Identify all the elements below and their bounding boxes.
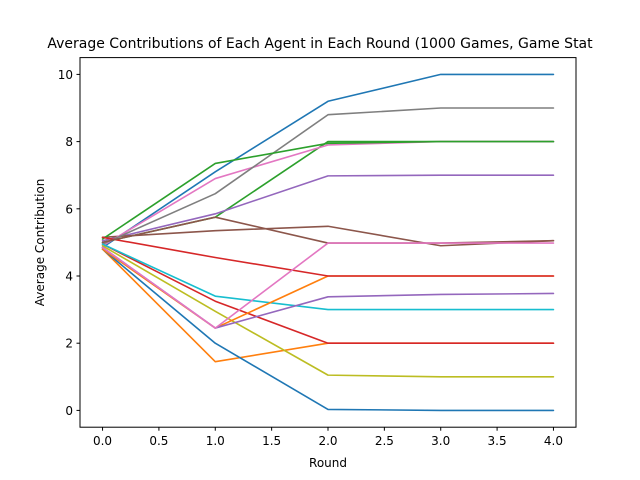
y-tick-label: 6 [65,202,73,216]
x-tick-label: 1.5 [262,434,281,448]
y-tick-label: 8 [65,135,73,149]
series-line-11 [101,248,555,412]
x-tick-label: 3.0 [431,434,450,448]
x-tick-label: 0.5 [149,434,168,448]
y-tick-label: 10 [58,68,73,82]
y-tick-label: 4 [65,270,73,284]
series-line-16 [101,216,555,244]
y-tick-label: 2 [65,337,73,351]
x-axis-label: Round [309,456,347,470]
x-tick-label: 2.5 [375,434,394,448]
x-tick-label: 0.0 [93,434,112,448]
x-tick-label: 1.0 [206,434,225,448]
series-line-5 [101,174,555,242]
series-line-1 [101,73,555,249]
y-tick-label: 0 [65,404,73,418]
series-line-14 [101,236,555,277]
series-line-13 [101,140,555,240]
x-tick-label: 3.5 [488,434,507,448]
series-line-10 [101,243,555,311]
series-line-17 [101,242,555,329]
series-line-9 [101,244,555,378]
x-tick-label: 4.0 [544,434,563,448]
series-lines [101,73,555,412]
series-line-8 [101,107,555,245]
x-tick-label: 2.0 [318,434,337,448]
x-axis-ticks: 0.0 0.5 1.0 1.5 2.0 2.5 3.0 3.5 4.0 [93,427,563,448]
y-axis-label: Average Contribution [33,179,47,307]
chart-title: Average Contributions of Each Agent in E… [47,36,593,52]
y-axis-ticks: 0 2 4 6 8 10 [58,68,80,418]
series-line-6 [101,225,555,247]
series-line-4 [101,243,555,345]
